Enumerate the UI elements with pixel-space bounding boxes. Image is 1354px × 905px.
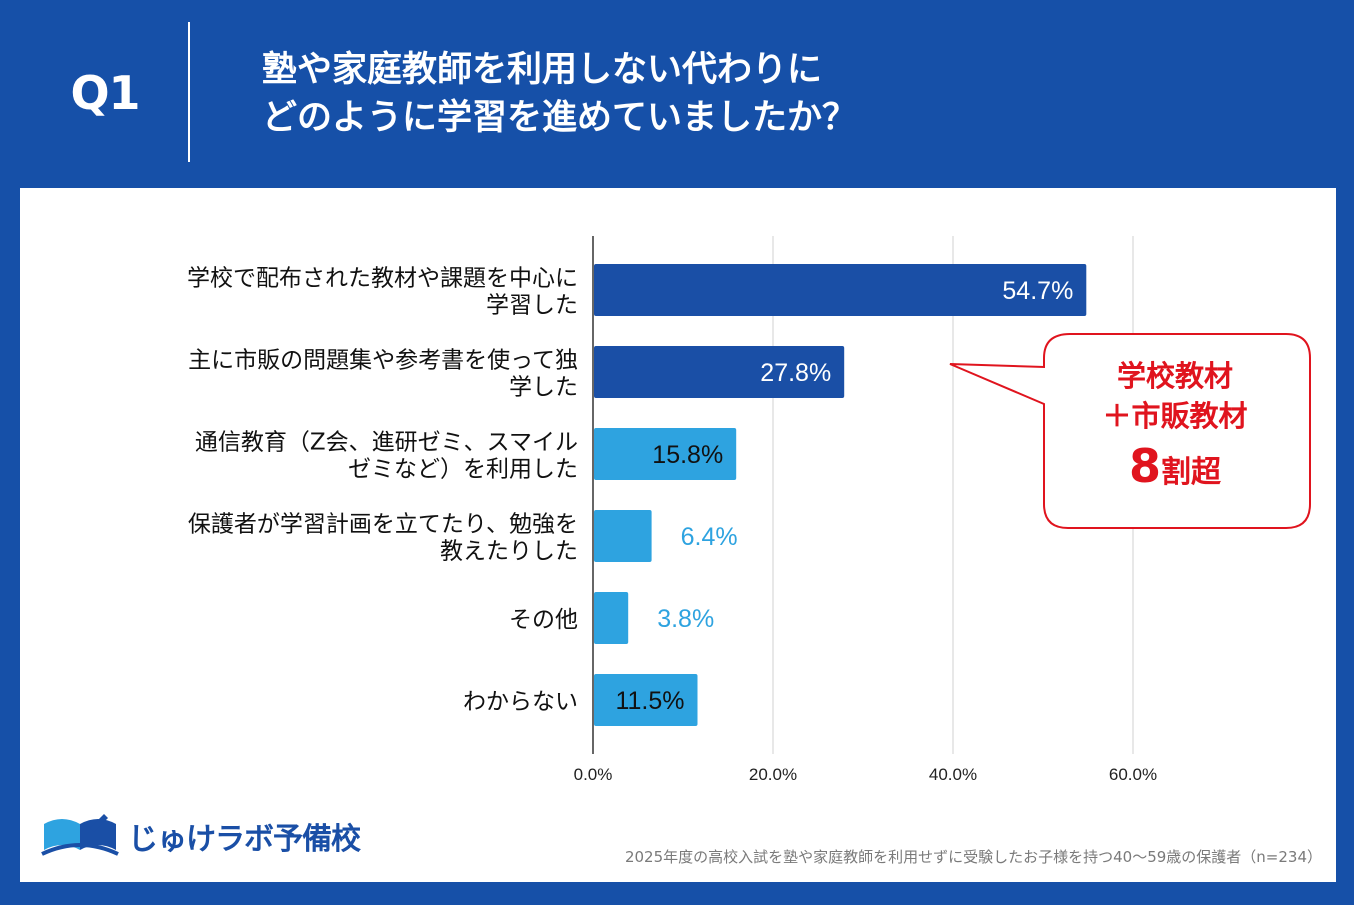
x-tick-label: 0.0% bbox=[574, 765, 613, 784]
header: Q1 塾や家庭教師を利用しない代わりに どのように学習を進めていましたか？ bbox=[0, 0, 1354, 188]
value-label: 11.5% bbox=[615, 687, 684, 715]
bar bbox=[594, 674, 698, 726]
callout-bubble bbox=[949, 333, 1311, 529]
category-label: 保護者が学習計画を立てたり、勉強を bbox=[188, 512, 578, 538]
bar bbox=[594, 592, 629, 644]
value-label: 27.8% bbox=[760, 359, 831, 387]
value-label: 3.8% bbox=[657, 605, 714, 633]
bar bbox=[594, 264, 1087, 316]
category-label: 教えたりした bbox=[440, 539, 578, 565]
callout-line-2: ＋市販教材 bbox=[1102, 399, 1248, 433]
callout-number: 8 bbox=[1128, 439, 1161, 493]
question-number: Q1 bbox=[70, 66, 140, 120]
category-label: 主に市販の問題集や参考書を使って独 bbox=[188, 348, 578, 374]
category-label: その他 bbox=[509, 607, 578, 633]
category-label: ゼミなど）を利用した bbox=[348, 457, 578, 483]
chart-grid: 0.0% 20.0% 40.0% 60.0% bbox=[574, 236, 1157, 784]
callout-suffix: 割超 bbox=[1161, 455, 1221, 490]
x-tick-label: 40.0% bbox=[929, 765, 977, 784]
header-divider bbox=[188, 22, 190, 162]
value-label: 15.8% bbox=[652, 441, 723, 469]
callout-bubble-shape bbox=[949, 333, 1311, 529]
x-tick-label: 20.0% bbox=[749, 765, 797, 784]
title-line-2: どのように学習を進めていましたか？ bbox=[262, 98, 858, 138]
category-label: わからない bbox=[463, 689, 578, 715]
source-note: 2025年度の高校入試を塾や家庭教師を利用せずに受験したお子様を持つ40～59歳… bbox=[624, 848, 1322, 866]
bar bbox=[594, 428, 737, 480]
category-label: 学習した bbox=[486, 293, 578, 319]
page-title: 塾や家庭教師を利用しない代わりに どのように学習を進めていましたか？ bbox=[262, 46, 857, 142]
value-label: 6.4% bbox=[681, 523, 738, 551]
callout-line-1: 学校教材 bbox=[1116, 359, 1233, 393]
bar bbox=[594, 510, 652, 562]
category-label: 学した bbox=[509, 375, 578, 401]
category-label: 学校で配布された教材や課題を中心に bbox=[187, 266, 578, 292]
book-logo-icon bbox=[41, 814, 119, 856]
brand-logo: じゅけラボ予備校 bbox=[40, 806, 361, 866]
category-label: 通信教育（Z会、進研ゼミ、スマイル bbox=[195, 430, 578, 456]
callout-highlight: 8割超 bbox=[1080, 440, 1270, 499]
logo-text: じゅけラボ予備校 bbox=[128, 822, 361, 857]
callout-text: 学校教材 ＋市販教材 8割超 bbox=[1080, 356, 1270, 499]
value-label: 54.7% bbox=[1002, 277, 1073, 305]
x-tick-label: 60.0% bbox=[1109, 765, 1157, 784]
title-line-1: 塾や家庭教師を利用しない代わりに bbox=[262, 50, 823, 90]
bar bbox=[594, 346, 845, 398]
